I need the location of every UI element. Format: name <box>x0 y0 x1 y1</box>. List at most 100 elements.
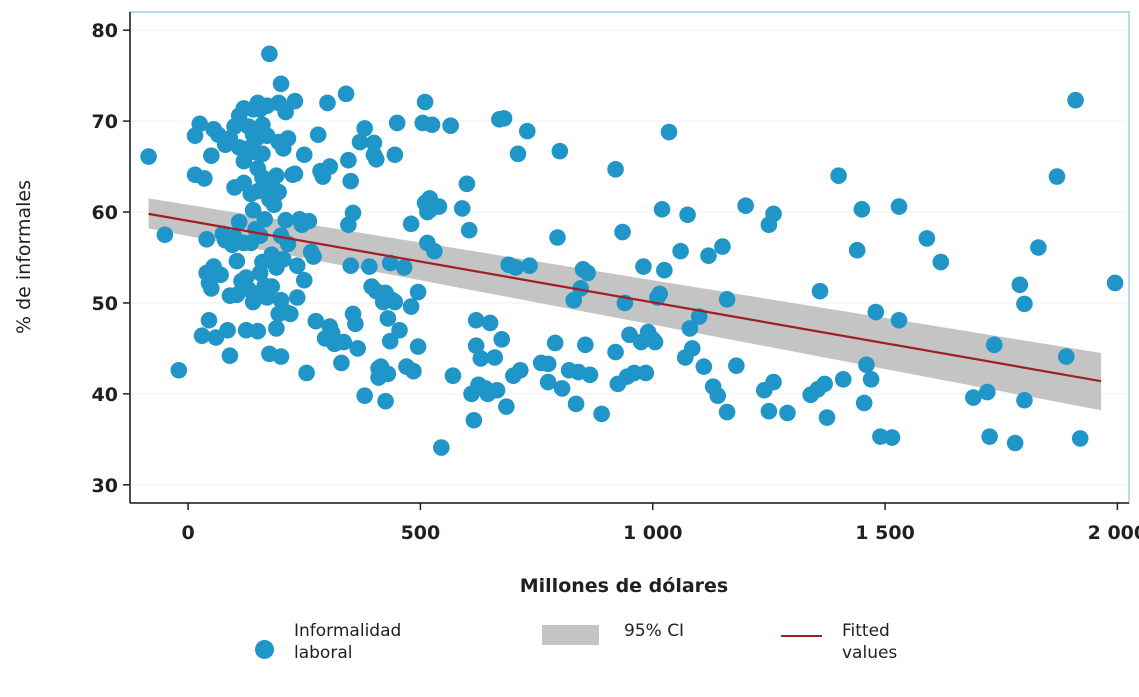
data-point <box>1016 295 1033 313</box>
data-point <box>765 373 782 391</box>
data-point <box>251 227 269 244</box>
data-point <box>700 247 717 264</box>
data-point <box>198 231 215 248</box>
data-point <box>765 205 782 223</box>
data-point <box>848 241 866 259</box>
data-point <box>351 133 369 151</box>
data-point <box>395 259 413 276</box>
data-point <box>546 334 564 352</box>
data-point <box>272 348 290 365</box>
data-point <box>1106 274 1124 292</box>
data-point <box>883 429 901 446</box>
data-point <box>228 252 246 270</box>
data-point <box>309 126 327 144</box>
data-point <box>305 248 322 265</box>
x-axis-title: Millones de dólares <box>520 575 729 597</box>
data-point <box>890 198 908 215</box>
data-point <box>402 215 420 233</box>
data-point <box>344 204 362 222</box>
legend-swatch-point <box>255 640 274 659</box>
data-point <box>653 201 671 218</box>
data-point <box>1011 276 1029 294</box>
data-point <box>855 394 873 412</box>
data-point <box>356 387 373 405</box>
data-point <box>256 211 274 228</box>
y-tick-label: 70 <box>92 111 118 133</box>
legend-label-ci: 95% CI <box>624 621 685 641</box>
data-point <box>340 151 357 169</box>
data-point <box>853 201 871 218</box>
y-tick-label: 30 <box>92 475 118 497</box>
data-point <box>978 383 996 401</box>
data-point <box>818 409 836 426</box>
data-point <box>430 198 448 215</box>
data-point <box>625 364 643 382</box>
data-point <box>549 229 566 246</box>
data-point <box>495 110 513 127</box>
data-point <box>263 278 281 295</box>
data-point <box>646 333 664 351</box>
data-point <box>444 367 462 385</box>
data-point <box>467 311 485 329</box>
data-point <box>409 283 427 301</box>
data-point <box>553 380 571 397</box>
data-point <box>1071 430 1089 447</box>
data-point <box>219 321 236 339</box>
data-point <box>481 314 499 332</box>
y-tick-label: 50 <box>92 293 118 315</box>
data-point <box>333 354 350 372</box>
data-point <box>567 395 585 413</box>
data-point <box>367 151 385 168</box>
data-point <box>365 134 383 152</box>
data-point <box>737 197 754 214</box>
data-point <box>356 120 373 137</box>
legend-item-points: Informalidad laboral <box>255 620 401 664</box>
data-point <box>409 338 427 355</box>
data-point <box>381 332 399 350</box>
data-point <box>918 230 936 247</box>
data-point <box>298 364 315 382</box>
data-point <box>416 93 434 111</box>
scatter-chart: 30 40 50 60 70 80 0 500 1 000 1 500 2 000 Millones… <box>13 11 1139 597</box>
data-point <box>1030 239 1047 256</box>
legend-swatch-line <box>781 635 822 637</box>
data-point <box>1016 391 1033 409</box>
data-point <box>254 145 271 163</box>
data-point <box>342 172 360 190</box>
data-point <box>288 289 306 306</box>
x-tick-label: 2 000 <box>1088 522 1139 544</box>
data-point <box>709 387 727 405</box>
data-point <box>442 117 459 134</box>
data-point <box>579 264 596 282</box>
legend-label-points: Informalidad laboral <box>294 621 402 663</box>
data-point <box>170 361 188 379</box>
y-axis-title: % de informales <box>13 180 35 334</box>
data-point <box>193 327 211 344</box>
data-point <box>360 258 378 275</box>
axes: 30 40 50 60 70 80 0 500 1 000 1 500 2 000 <box>92 12 1139 544</box>
legend-item-fitted: Fitted values <box>781 620 897 664</box>
data-point <box>488 381 506 399</box>
data-point <box>830 167 847 184</box>
data-point <box>981 428 998 445</box>
data-point <box>539 373 557 391</box>
data-point <box>379 365 397 383</box>
data-point <box>377 392 394 410</box>
data-point <box>728 357 745 375</box>
fitted-line-group <box>148 212 1102 383</box>
fitted-line <box>148 212 1102 383</box>
data-point <box>277 211 294 229</box>
data-point <box>342 257 360 274</box>
data-point <box>1006 434 1024 452</box>
data-point <box>221 347 239 365</box>
data-point <box>230 213 248 231</box>
data-point <box>286 92 304 110</box>
data-point <box>272 75 290 93</box>
data-point <box>458 175 476 193</box>
data-point <box>282 305 299 323</box>
data-point <box>1067 91 1084 109</box>
data-point <box>834 371 852 388</box>
data-point <box>577 336 594 354</box>
data-point <box>660 123 678 141</box>
data-point <box>200 311 218 329</box>
